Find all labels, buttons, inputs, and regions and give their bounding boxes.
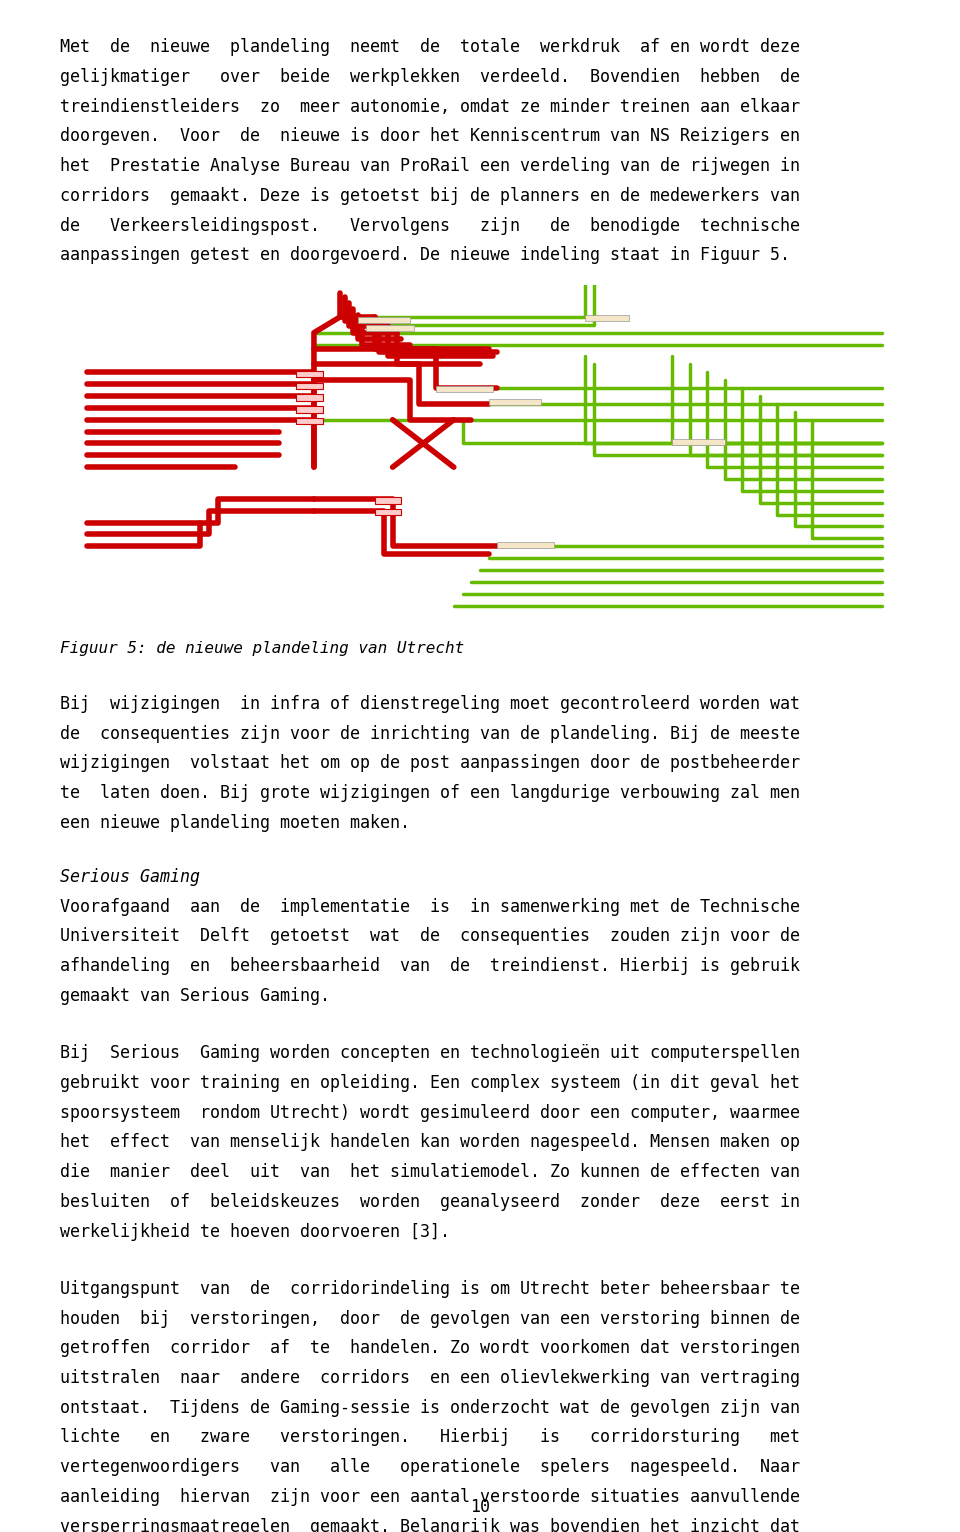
Text: Serious Gaming: Serious Gaming [60,869,201,885]
Text: Bij  wijzigingen  in infra of dienstregeling moet gecontroleerd worden wat: Bij wijzigingen in infra of dienstregeli… [60,696,801,712]
Text: het  Prestatie Analyse Bureau van ProRail een verdeling van de rijwegen in: het Prestatie Analyse Bureau van ProRail… [60,158,801,175]
Text: gelijkmatiger   over  beide  werkplekken  verdeeld.  Bovendien  hebben  de: gelijkmatiger over beide werkplekken ver… [60,67,801,86]
Text: de   Verkeersleidingspost.   Vervolgens   zijn   de  benodigde  technische: de Verkeersleidingspost. Vervolgens zijn… [60,216,801,234]
Bar [436,386,493,392]
Bar [297,406,323,412]
Text: die  manier  deel  uit  van  het simulatiemodel. Zo kunnen de effecten van: die manier deel uit van het simulatiemod… [60,1163,801,1181]
Text: afhandeling  en  beheersbaarheid  van  de  treindienst. Hierbij is gebruik: afhandeling en beheersbaarheid van de tr… [60,958,801,976]
Bar [497,541,554,548]
Text: ontstaat.  Tijdens de Gaming-sessie is onderzocht wat de gevolgen zijn van: ontstaat. Tijdens de Gaming-sessie is on… [60,1399,801,1417]
Bar [297,418,323,424]
Bar [367,325,415,331]
Text: lichte   en   zware   verstoringen.   Hierbij   is   corridorsturing   met: lichte en zware verstoringen. Hierbij is… [60,1428,801,1446]
Text: doorgeven.  Voor  de  nieuwe is door het Kenniscentrum van NS Reizigers en: doorgeven. Voor de nieuwe is door het Ke… [60,127,801,146]
Text: aanleiding  hiervan  zijn voor een aantal verstoorde situaties aanvullende: aanleiding hiervan zijn voor een aantal … [60,1488,801,1506]
Text: Voorafgaand  aan  de  implementatie  is  in samenwerking met de Technische: Voorafgaand aan de implementatie is in s… [60,898,801,916]
Text: getroffen  corridor  af  te  handelen. Zo wordt voorkomen dat verstoringen: getroffen corridor af te handelen. Zo wo… [60,1339,801,1357]
Text: Figuur 5: de nieuwe plandeling van Utrecht: Figuur 5: de nieuwe plandeling van Utrec… [60,640,465,656]
Text: aanpassingen getest en doorgevoerd. De nieuwe indeling staat in Figuur 5.: aanpassingen getest en doorgevoerd. De n… [60,247,790,265]
Text: besluiten  of  beleidskeuzes  worden  geanalyseerd  zonder  deze  eerst in: besluiten of beleidskeuzes worden geanal… [60,1193,801,1210]
Text: Bij  Serious  Gaming worden concepten en technologieën uit computerspellen: Bij Serious Gaming worden concepten en t… [60,1045,801,1062]
Bar [297,394,323,401]
Bar [585,314,629,320]
Bar [375,509,401,515]
Text: Met  de  nieuwe  plandeling  neemt  de  totale  werkdruk  af en wordt deze: Met de nieuwe plandeling neemt de totale… [60,38,801,57]
Text: Universiteit  Delft  getoetst  wat  de  consequenties  zouden zijn voor de: Universiteit Delft getoetst wat de conse… [60,927,801,945]
Bar [672,438,725,444]
Text: gebruikt voor training en opleiding. Een complex systeem (in dit geval het: gebruikt voor training en opleiding. Een… [60,1074,801,1092]
Text: Uitgangspunt  van  de  corridorindeling is om Utrecht beter beheersbaar te: Uitgangspunt van de corridorindeling is … [60,1279,801,1298]
Text: spoorsysteem  rondom Utrecht) wordt gesimuleerd door een computer, waarmee: spoorsysteem rondom Utrecht) wordt gesim… [60,1103,801,1121]
Text: wijzigingen  volstaat het om op de post aanpassingen door de postbeheerder: wijzigingen volstaat het om op de post a… [60,754,801,772]
Text: werkelijkheid te hoeven doorvoeren [3].: werkelijkheid te hoeven doorvoeren [3]. [60,1223,450,1241]
Bar [358,317,410,323]
Text: versperringsmaatregelen  gemaakt. Belangrijk was bovendien het inzicht dat: versperringsmaatregelen gemaakt. Belangr… [60,1518,801,1532]
Text: te  laten doen. Bij grote wijzigingen of een langdurige verbouwing zal men: te laten doen. Bij grote wijzigingen of … [60,784,801,803]
Text: 10: 10 [470,1498,490,1517]
Text: het  effect  van menselijk handelen kan worden nagespeeld. Mensen maken op: het effect van menselijk handelen kan wo… [60,1134,801,1152]
Bar [489,400,541,406]
Bar [297,371,323,377]
Text: treindienstleiders  zo  meer autonomie, omdat ze minder treinen aan elkaar: treindienstleiders zo meer autonomie, om… [60,98,801,116]
Text: vertegenwoordigers   van   alle   operationele  spelers  nagespeeld.  Naar: vertegenwoordigers van alle operationele… [60,1458,801,1477]
Text: uitstralen  naar  andere  corridors  en een olievlekwerking van vertraging: uitstralen naar andere corridors en een … [60,1370,801,1386]
Text: houden  bij  verstoringen,  door  de gevolgen van een verstoring binnen de: houden bij verstoringen, door de gevolge… [60,1310,801,1328]
Text: de  consequenties zijn voor de inrichting van de plandeling. Bij de meeste: de consequenties zijn voor de inrichting… [60,725,801,743]
Bar [375,498,401,504]
Bar [297,383,323,389]
Text: een nieuwe plandeling moeten maken.: een nieuwe plandeling moeten maken. [60,813,411,832]
Text: gemaakt van Serious Gaming.: gemaakt van Serious Gaming. [60,987,330,1005]
Text: corridors  gemaakt. Deze is getoetst bij de planners en de medewerkers van: corridors gemaakt. Deze is getoetst bij … [60,187,801,205]
